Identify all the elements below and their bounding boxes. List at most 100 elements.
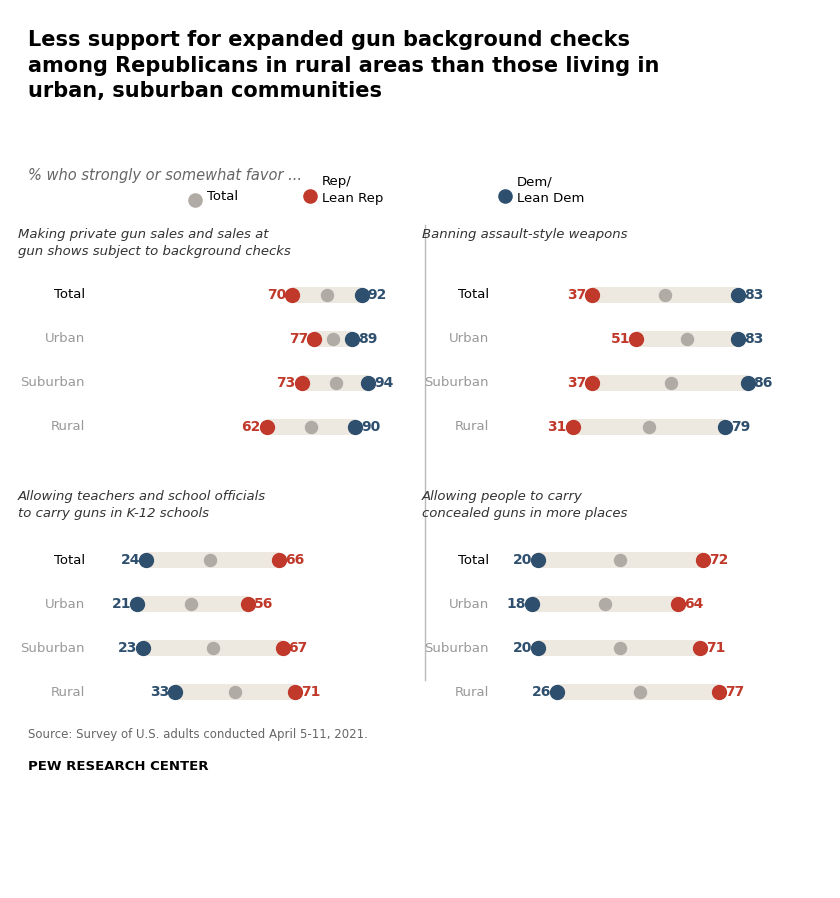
Text: Urban: Urban [45,332,85,346]
Point [732,288,745,303]
Point [273,553,286,568]
Point [614,641,627,656]
Point [137,641,150,656]
Text: 77: 77 [725,685,744,699]
Text: 77: 77 [289,332,308,346]
Point [276,641,289,656]
Text: Allowing people to carry
concealed guns in more places: Allowing people to carry concealed guns … [422,490,627,520]
Point [327,332,340,347]
Text: Rural: Rural [454,420,489,434]
Text: Urban: Urban [449,597,489,611]
Point [307,332,321,347]
Text: Urban: Urban [449,332,489,346]
Text: 31: 31 [548,420,567,434]
Text: Suburban: Suburban [424,376,489,390]
Point [671,597,685,612]
Text: 71: 71 [302,685,321,699]
Text: 62: 62 [241,420,260,434]
Text: 26: 26 [532,685,551,699]
Point [680,332,694,347]
Point [286,288,299,303]
Text: 67: 67 [289,641,307,655]
Text: 70: 70 [267,288,286,302]
Point [531,641,544,656]
Point [361,376,375,391]
Point [130,597,144,612]
Point [659,288,672,303]
FancyBboxPatch shape [144,640,282,656]
Text: Suburban: Suburban [20,376,85,390]
FancyBboxPatch shape [538,640,700,656]
Text: Total: Total [54,288,85,302]
Text: 33: 33 [150,685,169,699]
Point [718,420,732,435]
Text: 89: 89 [358,332,377,346]
Point [295,376,308,391]
Point [585,288,599,303]
Point [633,685,646,700]
FancyBboxPatch shape [302,375,368,391]
Point [345,332,359,347]
Text: Dem/
Lean Dem: Dem/ Lean Dem [517,175,585,205]
Point [693,641,706,656]
Point [188,193,202,207]
Text: Rep/
Lean Rep: Rep/ Lean Rep [322,175,383,205]
Point [531,553,544,568]
Point [207,641,220,656]
Point [712,685,726,700]
Text: 18: 18 [506,597,526,611]
Point [566,420,580,435]
Text: PEW RESEARCH CENTER: PEW RESEARCH CENTER [28,760,208,773]
Point [320,288,333,303]
Text: 92: 92 [368,288,387,302]
Text: 24: 24 [121,553,140,567]
Point [696,553,710,568]
Text: 21: 21 [112,597,131,611]
Text: 90: 90 [361,420,381,434]
Point [741,376,754,391]
Text: 79: 79 [732,420,751,434]
Point [498,189,512,203]
Point [598,597,612,612]
Text: Suburban: Suburban [424,641,489,655]
Text: 71: 71 [706,641,725,655]
Text: Rural: Rural [454,685,489,699]
Text: Total: Total [207,189,238,203]
Point [304,420,318,435]
Point [643,420,656,435]
Text: 73: 73 [276,376,296,390]
Text: 83: 83 [744,332,764,346]
Text: Making private gun sales and sales at
gun shows subject to background checks: Making private gun sales and sales at gu… [18,228,291,258]
Point [355,288,369,303]
Point [203,553,217,568]
Point [228,685,242,700]
Text: Rural: Rural [50,685,85,699]
Point [139,553,153,568]
Text: Total: Total [54,553,85,567]
FancyBboxPatch shape [292,287,362,303]
Text: Allowing teachers and school officials
to carry guns in K-12 schools: Allowing teachers and school officials t… [18,490,266,520]
Text: 23: 23 [118,641,137,655]
Text: % who strongly or somewhat favor ...: % who strongly or somewhat favor ... [28,168,302,183]
Point [260,420,274,435]
FancyBboxPatch shape [532,596,678,612]
FancyBboxPatch shape [538,552,703,568]
FancyBboxPatch shape [146,552,280,568]
Text: Urban: Urban [45,597,85,611]
Text: Less support for expanded gun background checks
among Republicans in rural areas: Less support for expanded gun background… [28,30,659,101]
Text: 94: 94 [374,376,393,390]
Text: 37: 37 [567,376,585,390]
Text: Total: Total [458,288,489,302]
Point [525,597,538,612]
Point [585,376,599,391]
Point [184,597,197,612]
Text: 37: 37 [567,288,585,302]
Text: 66: 66 [286,553,305,567]
Text: 86: 86 [753,376,773,390]
Point [630,332,643,347]
Point [303,189,317,203]
Point [168,685,181,700]
FancyBboxPatch shape [592,287,738,303]
Text: Total: Total [458,553,489,567]
Point [664,376,678,391]
